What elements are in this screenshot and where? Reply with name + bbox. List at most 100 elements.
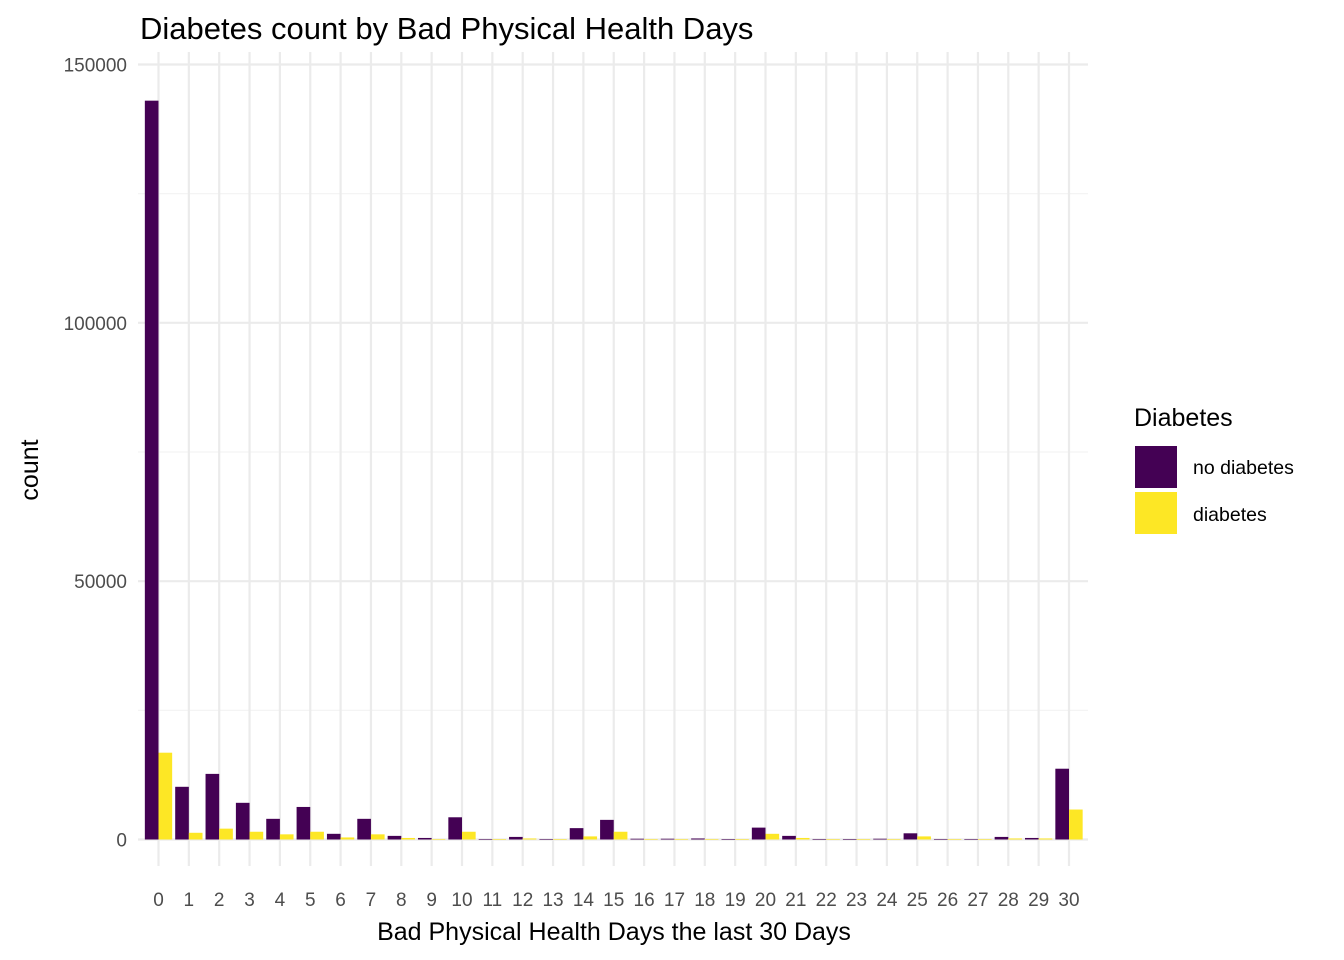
bar-no-diabetes-25 <box>903 833 918 840</box>
chart-title: Diabetes count by Bad Physical Health Da… <box>140 11 753 46</box>
bar-no-diabetes-10 <box>448 817 462 840</box>
bar-diabetes-20 <box>765 833 780 840</box>
bar-no-diabetes-22 <box>812 838 827 840</box>
bar-diabetes-24 <box>886 838 901 840</box>
x-tick-label: 12 <box>512 890 533 911</box>
bar-no-diabetes-23 <box>842 839 857 840</box>
grid <box>138 52 1088 866</box>
bar-no-diabetes-0 <box>144 100 159 840</box>
x-tick-label: 18 <box>694 890 715 911</box>
y-tick-label: 50000 <box>74 572 127 593</box>
bar-no-diabetes-19 <box>721 839 736 840</box>
bar-no-diabetes-20 <box>751 827 766 840</box>
bar-diabetes-8 <box>401 837 415 840</box>
x-tick-label: 20 <box>755 890 776 911</box>
bar-diabetes-6 <box>340 837 355 840</box>
bar-diabetes-18 <box>704 838 719 840</box>
y-tick-label: 150000 <box>64 56 127 77</box>
x-tick-label: 10 <box>451 890 472 911</box>
bar-no-diabetes-17 <box>660 838 675 840</box>
bar-diabetes-21 <box>795 837 810 840</box>
bar-no-diabetes-16 <box>630 838 645 840</box>
bar-diabetes-13 <box>553 839 567 840</box>
x-tick-label: 27 <box>967 890 988 911</box>
bar-no-diabetes-30 <box>1055 768 1069 840</box>
x-tick-label: 25 <box>907 890 928 911</box>
legend-key-no-diabetes <box>1135 446 1177 488</box>
bar-diabetes-23 <box>856 839 871 840</box>
bar-no-diabetes-27 <box>964 838 978 840</box>
bar-diabetes-19 <box>735 839 749 840</box>
x-tick-label: 0 <box>153 890 164 911</box>
y-axis-title: count <box>16 439 44 500</box>
x-tick-label: 29 <box>1028 890 1049 911</box>
bar-diabetes-9 <box>431 838 446 840</box>
bar-no-diabetes-5 <box>296 806 311 840</box>
x-tick-label: 8 <box>396 890 407 911</box>
legend-label-no-diabetes: no diabetes <box>1193 457 1294 479</box>
y-axis-ticks: 0 50000 100000 150000 <box>64 56 127 852</box>
x-tick-label: 15 <box>603 890 624 911</box>
bar-diabetes-15 <box>613 831 628 840</box>
bar-no-diabetes-14 <box>569 828 584 840</box>
bar-diabetes-12 <box>522 838 537 840</box>
x-tick-label: 13 <box>542 890 563 911</box>
bar-no-diabetes-15 <box>600 819 614 840</box>
x-tick-label: 4 <box>275 890 286 911</box>
bar-diabetes-28 <box>1008 838 1022 840</box>
bar-diabetes-0 <box>158 752 173 840</box>
x-tick-label: 2 <box>214 890 225 911</box>
x-axis-title: Bad Physical Health Days the last 30 Day… <box>377 918 851 946</box>
bar-diabetes-27 <box>977 839 992 840</box>
bar-no-diabetes-24 <box>873 838 887 840</box>
bar-no-diabetes-9 <box>417 837 432 840</box>
x-tick-label: 1 <box>184 890 195 911</box>
x-tick-label: 21 <box>785 890 806 911</box>
x-tick-label: 19 <box>725 890 746 911</box>
bar-diabetes-10 <box>462 831 476 840</box>
x-tick-label: 24 <box>876 890 898 911</box>
bar-diabetes-11 <box>492 839 507 840</box>
x-tick-label: 9 <box>426 890 437 911</box>
x-tick-label: 16 <box>634 890 655 911</box>
y-tick-label: 0 <box>116 831 127 852</box>
x-axis-ticks: 0 1 2 3 4 5 6 7 8 9 10 11 12 13 14 15 16 17 18 19 20 21 22 23 24… <box>153 890 1079 911</box>
legend-title: Diabetes <box>1134 404 1233 432</box>
bar-diabetes-17 <box>674 838 689 840</box>
bar-diabetes-5 <box>310 831 324 840</box>
bar-no-diabetes-8 <box>387 835 402 840</box>
bar-no-diabetes-3 <box>235 802 250 840</box>
bar-no-diabetes-28 <box>994 836 1009 840</box>
bar-no-diabetes-11 <box>478 838 493 840</box>
x-tick-label: 5 <box>305 890 316 911</box>
bar-diabetes-4 <box>279 834 294 840</box>
bar-no-diabetes-1 <box>175 786 189 840</box>
bar-no-diabetes-18 <box>691 838 705 840</box>
y-tick-label: 100000 <box>64 314 127 335</box>
bar-diabetes-22 <box>826 839 840 840</box>
bar-diabetes-2 <box>219 828 233 840</box>
bar-diabetes-26 <box>947 839 962 840</box>
legend-label-diabetes: diabetes <box>1193 504 1267 526</box>
x-tick-label: 11 <box>482 890 502 911</box>
x-tick-label: 26 <box>937 890 958 911</box>
bar-diabetes-16 <box>644 838 658 840</box>
bar-diabetes-7 <box>370 834 385 840</box>
x-tick-label: 7 <box>366 890 377 911</box>
bar-diabetes-1 <box>188 832 203 840</box>
bar-no-diabetes-29 <box>1024 837 1039 840</box>
bar-no-diabetes-4 <box>266 818 280 840</box>
x-tick-label: 30 <box>1058 890 1079 911</box>
bar-no-diabetes-2 <box>205 773 220 840</box>
bar-no-diabetes-26 <box>933 838 948 840</box>
x-tick-label: 17 <box>664 890 685 911</box>
bar-no-diabetes-12 <box>509 836 523 840</box>
bar-diabetes-3 <box>249 831 264 840</box>
x-tick-label: 28 <box>998 890 1019 911</box>
bar-diabetes-25 <box>917 836 931 840</box>
bar-diabetes-14 <box>583 836 598 840</box>
bars <box>144 100 1083 840</box>
x-tick-label: 3 <box>244 890 255 911</box>
legend-key-diabetes <box>1135 492 1177 534</box>
